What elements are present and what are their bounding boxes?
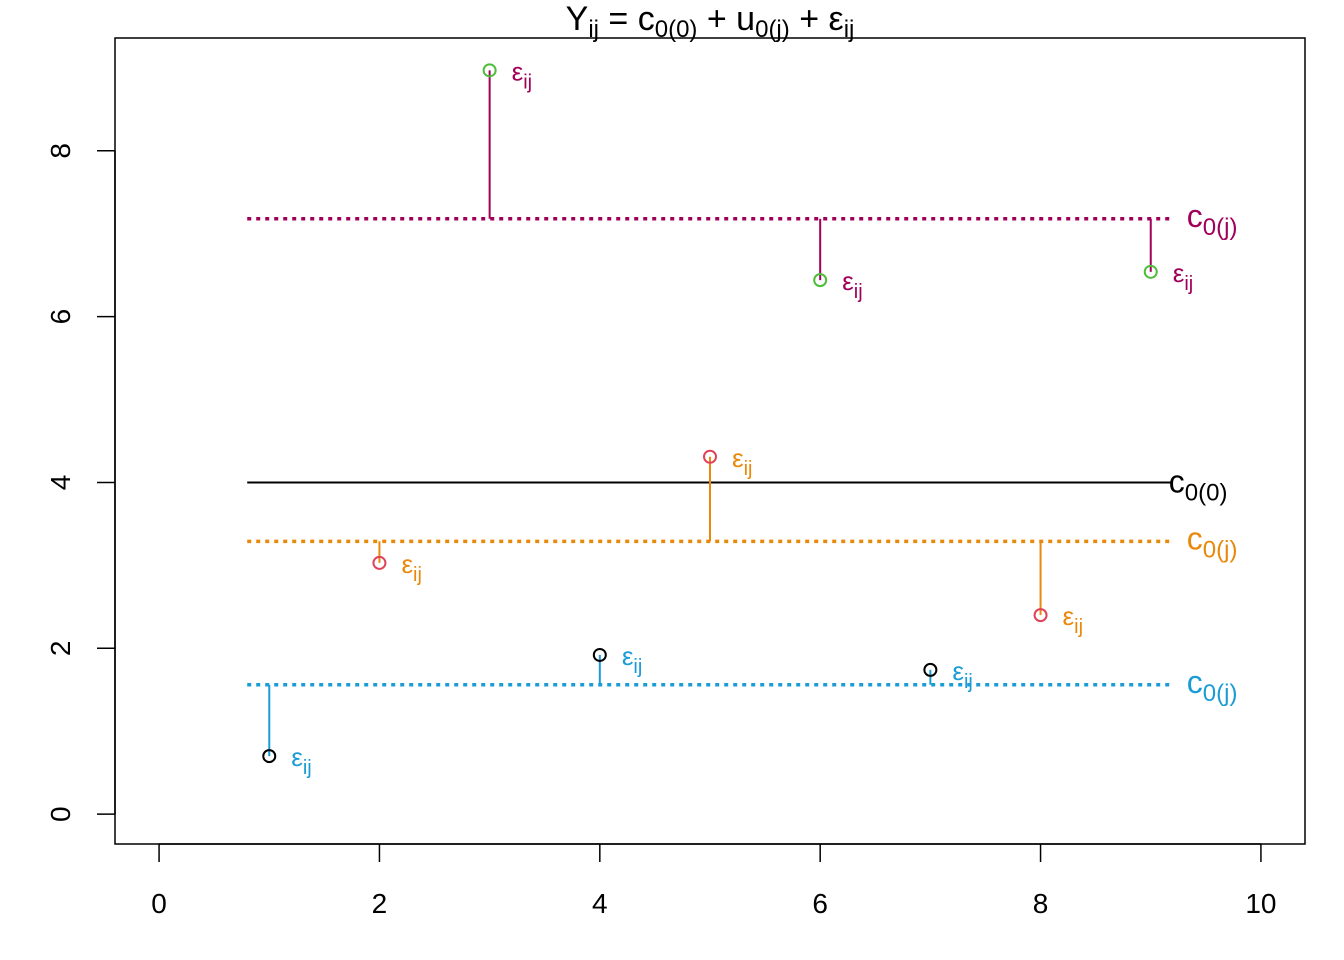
residual-label-sub: ij bbox=[744, 458, 753, 480]
title-eq: = bbox=[599, 0, 638, 38]
title-u-sub: 0(j) bbox=[755, 16, 790, 43]
residual-label: εij bbox=[732, 443, 752, 480]
group-mean-label-base: c bbox=[1187, 664, 1203, 700]
data-point bbox=[592, 647, 607, 662]
title-eps: ε bbox=[829, 0, 844, 38]
data-point bbox=[1143, 264, 1158, 279]
residual-label-sub: ij bbox=[1184, 273, 1193, 295]
x-tick-label: 0 bbox=[151, 888, 167, 919]
residual-label-base: ε bbox=[1173, 258, 1185, 288]
residual-label-sub: ij bbox=[1074, 616, 1083, 638]
residual-label: εij bbox=[842, 266, 862, 303]
plot-marks: c0(0)c0(j)εijεijεijc0(j)εijεijεijc0(j)εi… bbox=[247, 56, 1237, 779]
residual-label: εij bbox=[1173, 258, 1193, 295]
group-mean-label-sub: 0(j) bbox=[1203, 536, 1238, 563]
grand-mean-label: c0(0) bbox=[1169, 463, 1228, 506]
title-plus-1: + bbox=[697, 0, 736, 38]
plot-frame bbox=[114, 37, 1306, 845]
data-point bbox=[813, 273, 828, 288]
residual-label: εij bbox=[952, 656, 972, 693]
residual-label: εij bbox=[291, 742, 311, 779]
data-point bbox=[262, 749, 277, 764]
residual-label-base: ε bbox=[842, 266, 854, 296]
group-mean-label: c0(j) bbox=[1187, 520, 1238, 563]
residual-label: εij bbox=[401, 549, 421, 586]
data-point bbox=[372, 555, 387, 570]
grand-mean-label-base: c bbox=[1169, 463, 1185, 499]
x-tick-label: 6 bbox=[812, 888, 828, 919]
y-tick-label: 6 bbox=[45, 309, 76, 325]
y-axis: 0 2 4 6 8 bbox=[45, 143, 116, 822]
group-mean-label: c0(j) bbox=[1187, 664, 1238, 707]
group-mean-label-base: c bbox=[1187, 520, 1203, 556]
group-mean-label-sub: 0(j) bbox=[1203, 680, 1238, 707]
residual-label-sub: ij bbox=[633, 656, 642, 678]
group-mean-label-base: c bbox=[1187, 198, 1203, 234]
residual-label-base: ε bbox=[512, 56, 524, 86]
title-plus-2: + bbox=[790, 0, 829, 38]
x-tick-label: 2 bbox=[372, 888, 388, 919]
x-axis: 0 2 4 6 8 10 bbox=[151, 843, 1277, 919]
data-point bbox=[482, 63, 497, 78]
residual-label-base: ε bbox=[622, 641, 634, 671]
residual-label-sub: ij bbox=[964, 671, 973, 693]
title-c: c bbox=[638, 0, 655, 38]
y-tick-label: 2 bbox=[45, 641, 76, 657]
data-point bbox=[923, 662, 938, 677]
grand-mean-label-sub: 0(0) bbox=[1185, 479, 1228, 506]
title-c-sub: 0(0) bbox=[655, 16, 698, 43]
x-tick-label: 4 bbox=[592, 888, 608, 919]
y-tick-label: 8 bbox=[45, 143, 76, 159]
data-point bbox=[1033, 608, 1048, 623]
residual-label-sub: ij bbox=[303, 757, 312, 779]
x-tick-label: 10 bbox=[1245, 888, 1276, 919]
y-tick-label: 0 bbox=[45, 806, 76, 822]
residual-label-base: ε bbox=[952, 656, 964, 686]
residual-label-base: ε bbox=[291, 742, 303, 772]
residual-label-base: ε bbox=[1063, 601, 1075, 631]
residual-label-sub: ij bbox=[854, 281, 863, 303]
title-y-sub: ij bbox=[588, 16, 599, 43]
residual-label: εij bbox=[622, 641, 642, 678]
group-mean-label: c0(j) bbox=[1187, 198, 1238, 241]
residual-label-sub: ij bbox=[413, 564, 422, 586]
chart-title: Yij = c0(0) + u0(j) + εij bbox=[566, 0, 855, 43]
title-eps-sub: ij bbox=[844, 16, 855, 43]
residual-label: εij bbox=[512, 56, 532, 93]
residual-label-base: ε bbox=[401, 549, 413, 579]
data-point bbox=[703, 449, 717, 464]
x-tick-label: 8 bbox=[1033, 888, 1049, 919]
y-tick-label: 4 bbox=[45, 475, 76, 491]
residual-label-base: ε bbox=[732, 443, 744, 473]
title-y: Y bbox=[566, 0, 589, 38]
residual-label-sub: ij bbox=[523, 71, 532, 93]
group-mean-label-sub: 0(j) bbox=[1203, 214, 1238, 241]
residual-label: εij bbox=[1063, 601, 1083, 638]
title-u: u bbox=[736, 0, 755, 38]
